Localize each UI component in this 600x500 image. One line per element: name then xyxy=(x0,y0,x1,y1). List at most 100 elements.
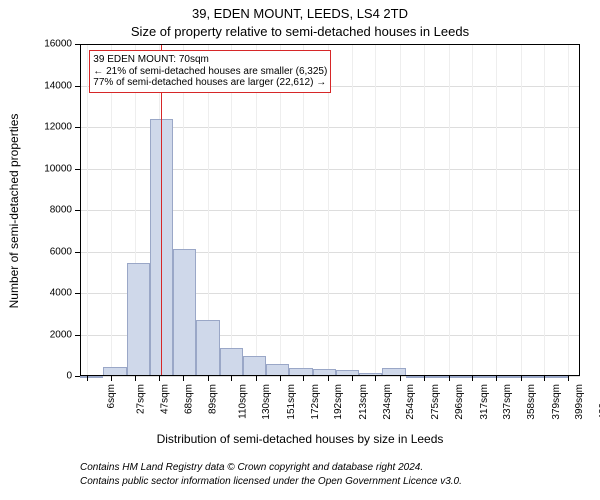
x-tick-label: 275sqm xyxy=(430,384,441,420)
x-tick-label: 337sqm xyxy=(502,384,513,420)
x-tick-mark xyxy=(135,376,136,381)
x-tick-mark xyxy=(183,376,184,381)
histogram-bar xyxy=(499,376,522,378)
x-tick-label: 110sqm xyxy=(237,384,248,419)
supertitle: 39, EDEN MOUNT, LEEDS, LS4 2TD xyxy=(0,6,600,21)
histogram-bar xyxy=(522,376,545,378)
gridline-vertical xyxy=(568,44,569,376)
y-tick-mark xyxy=(75,44,80,45)
gridline-vertical xyxy=(231,44,232,376)
x-tick-mark xyxy=(449,376,450,381)
gridline-vertical xyxy=(328,44,329,376)
y-tick-mark xyxy=(75,86,80,87)
info-box-line: 39 EDEN MOUNT: 70sqm xyxy=(93,54,327,66)
histogram-bar xyxy=(173,249,196,376)
y-tick-label: 14000 xyxy=(0,80,72,91)
axis-spine xyxy=(80,44,81,376)
x-tick-label: 234sqm xyxy=(382,384,393,420)
x-axis-title: Distribution of semi-detached houses by … xyxy=(0,432,600,446)
histogram-bar xyxy=(243,356,266,376)
x-tick-mark xyxy=(208,376,209,381)
histogram-bar xyxy=(220,348,243,376)
x-tick-mark xyxy=(472,376,473,381)
y-tick-mark xyxy=(75,293,80,294)
histogram-bar xyxy=(545,376,568,378)
y-tick-mark xyxy=(75,335,80,336)
gridline-vertical xyxy=(424,44,425,376)
x-tick-label: 130sqm xyxy=(261,384,272,420)
x-tick-mark xyxy=(544,376,545,381)
gridline-vertical xyxy=(496,44,497,376)
x-tick-mark xyxy=(521,376,522,381)
x-tick-label: 172sqm xyxy=(310,384,321,420)
footer-line-1: Contains HM Land Registry data © Crown c… xyxy=(80,462,423,473)
gridline-vertical xyxy=(256,44,257,376)
x-tick-mark xyxy=(496,376,497,381)
y-tick-label: 6000 xyxy=(0,246,72,257)
gridline-vertical xyxy=(449,44,450,376)
y-tick-mark xyxy=(75,127,80,128)
x-tick-label: 213sqm xyxy=(358,384,369,420)
x-tick-label: 47sqm xyxy=(159,384,170,414)
gridline-vertical xyxy=(111,44,112,376)
footer-line-2: Contains public sector information licen… xyxy=(80,476,462,487)
x-tick-mark xyxy=(280,376,281,381)
axis-spine xyxy=(80,44,580,45)
y-tick-label: 16000 xyxy=(0,39,72,50)
y-tick-label: 0 xyxy=(0,371,72,382)
gridline-vertical xyxy=(544,44,545,376)
x-tick-label: 192sqm xyxy=(333,384,344,420)
x-tick-mark xyxy=(568,376,569,381)
x-tick-mark xyxy=(328,376,329,381)
x-tick-mark xyxy=(111,376,112,381)
y-tick-label: 12000 xyxy=(0,122,72,133)
axis-spine xyxy=(579,44,580,376)
y-tick-label: 4000 xyxy=(0,288,72,299)
histogram-bar xyxy=(196,320,219,376)
axis-spine xyxy=(80,375,580,376)
x-tick-label: 379sqm xyxy=(551,384,562,420)
x-tick-label: 254sqm xyxy=(405,384,416,420)
x-tick-label: 317sqm xyxy=(479,384,490,420)
x-tick-mark xyxy=(231,376,232,381)
y-tick-label: 8000 xyxy=(0,205,72,216)
x-tick-mark xyxy=(303,376,304,381)
x-tick-mark xyxy=(400,376,401,381)
gridline-vertical xyxy=(400,44,401,376)
gridline-vertical xyxy=(87,44,88,376)
gridline-vertical xyxy=(375,44,376,376)
gridline-vertical xyxy=(303,44,304,376)
x-tick-label: 296sqm xyxy=(454,384,465,420)
x-tick-mark xyxy=(87,376,88,381)
x-tick-label: 358sqm xyxy=(526,384,537,420)
chart-title: Size of property relative to semi-detach… xyxy=(0,24,600,39)
info-box-line: ← 21% of semi-detached houses are smalle… xyxy=(93,66,327,78)
histogram-bar xyxy=(406,376,429,378)
y-tick-label: 2000 xyxy=(0,329,72,340)
x-tick-label: 6sqm xyxy=(106,384,117,408)
gridline-vertical xyxy=(472,44,473,376)
y-tick-mark xyxy=(75,252,80,253)
gridline-vertical xyxy=(280,44,281,376)
y-tick-mark xyxy=(75,210,80,211)
x-tick-mark xyxy=(256,376,257,381)
x-tick-mark xyxy=(424,376,425,381)
info-box: 39 EDEN MOUNT: 70sqm← 21% of semi-detach… xyxy=(89,50,331,93)
x-tick-mark xyxy=(352,376,353,381)
subject-marker-line xyxy=(161,44,163,376)
gridline-vertical xyxy=(521,44,522,376)
x-tick-mark xyxy=(375,376,376,381)
x-tick-mark xyxy=(159,376,160,381)
x-tick-label: 89sqm xyxy=(208,384,219,414)
gridline-vertical xyxy=(352,44,353,376)
histogram-bar xyxy=(127,263,150,376)
y-tick-mark xyxy=(75,376,80,377)
y-tick-label: 10000 xyxy=(0,163,72,174)
x-tick-label: 151sqm xyxy=(286,384,297,420)
info-box-line: 77% of semi-detached houses are larger (… xyxy=(93,77,327,89)
plot-area xyxy=(80,44,580,376)
x-tick-label: 27sqm xyxy=(136,384,147,414)
histogram-bar xyxy=(475,376,498,378)
y-tick-mark xyxy=(75,169,80,170)
x-tick-label: 68sqm xyxy=(184,384,195,414)
